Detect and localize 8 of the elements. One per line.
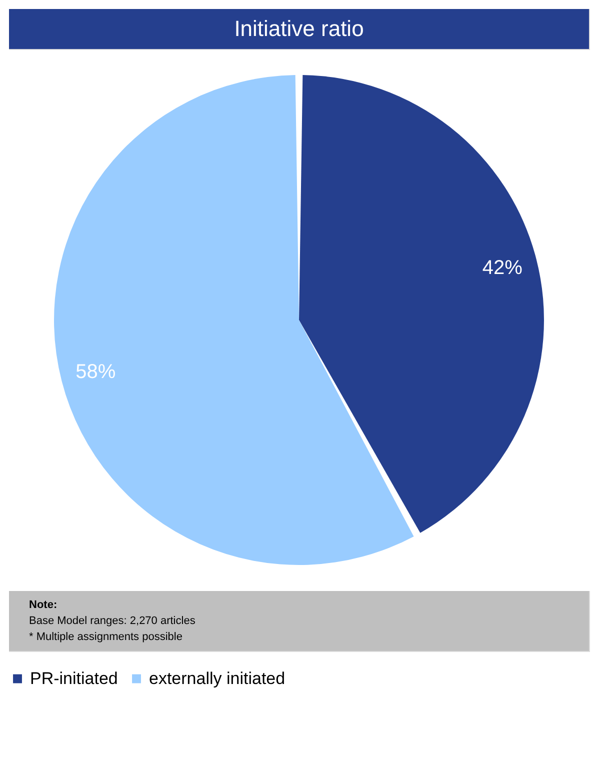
text: Base Model ranges: 2,270 articles (29, 615, 196, 627)
text: Note: (29, 599, 58, 611)
legend-label: PR-initiated (30, 668, 118, 688)
chart-title: Initiative ratio (234, 16, 364, 41)
legend-label: externally initiated (149, 668, 286, 688)
data-label: 42% (482, 256, 523, 279)
text: * Multiple assignments possible (29, 631, 182, 643)
data-label: 58% (76, 361, 116, 384)
